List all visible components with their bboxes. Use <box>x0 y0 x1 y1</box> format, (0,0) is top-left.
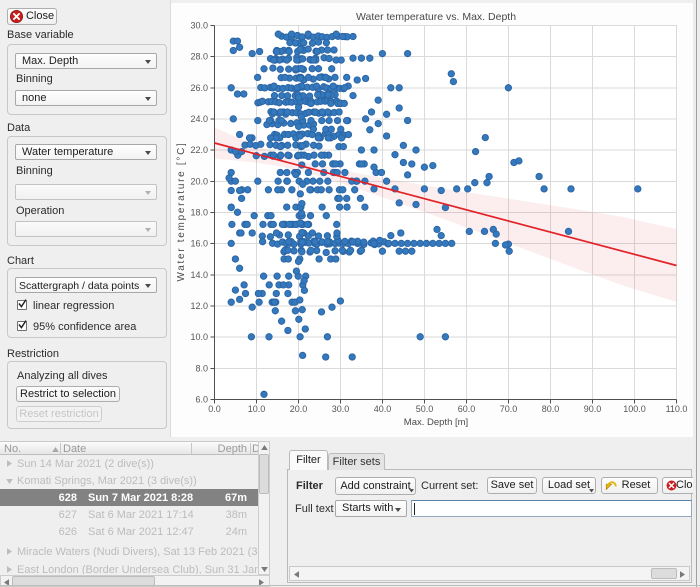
svg-text:10.0: 10.0 <box>190 332 208 342</box>
svg-text:20.0: 20.0 <box>190 176 208 186</box>
svg-text:26.0: 26.0 <box>190 83 208 93</box>
svg-text:0.0: 0.0 <box>208 404 221 414</box>
svg-text:16.0: 16.0 <box>190 239 208 249</box>
svg-text:110.0: 110.0 <box>666 404 688 414</box>
svg-text:Water temperature vs. Max. Dep: Water temperature vs. Max. Depth <box>356 11 516 23</box>
svg-text:22.0: 22.0 <box>190 145 208 155</box>
svg-text:12.0: 12.0 <box>190 301 208 311</box>
svg-text:100.0: 100.0 <box>623 404 646 414</box>
svg-text:20.0: 20.0 <box>290 404 308 414</box>
svg-text:8.0: 8.0 <box>195 363 208 373</box>
svg-text:Max. Depth [m]: Max. Depth [m] <box>404 417 468 428</box>
svg-text:14.0: 14.0 <box>190 270 208 280</box>
svg-text:70.0: 70.0 <box>500 404 518 414</box>
svg-text:30.0: 30.0 <box>332 404 350 414</box>
svg-text:18.0: 18.0 <box>190 208 208 218</box>
svg-text:6.0: 6.0 <box>195 395 208 405</box>
svg-text:28.0: 28.0 <box>190 52 208 62</box>
svg-text:40.0: 40.0 <box>374 404 392 414</box>
svg-text:30.0: 30.0 <box>190 21 208 31</box>
svg-text:90.0: 90.0 <box>584 404 602 414</box>
svg-text:Water temperature [°C]: Water temperature [°C] <box>176 142 187 282</box>
svg-text:24.0: 24.0 <box>190 114 208 124</box>
svg-text:60.0: 60.0 <box>458 404 476 414</box>
svg-text:10.0: 10.0 <box>248 404 266 414</box>
svg-text:50.0: 50.0 <box>416 404 434 414</box>
svg-text:80.0: 80.0 <box>542 404 560 414</box>
